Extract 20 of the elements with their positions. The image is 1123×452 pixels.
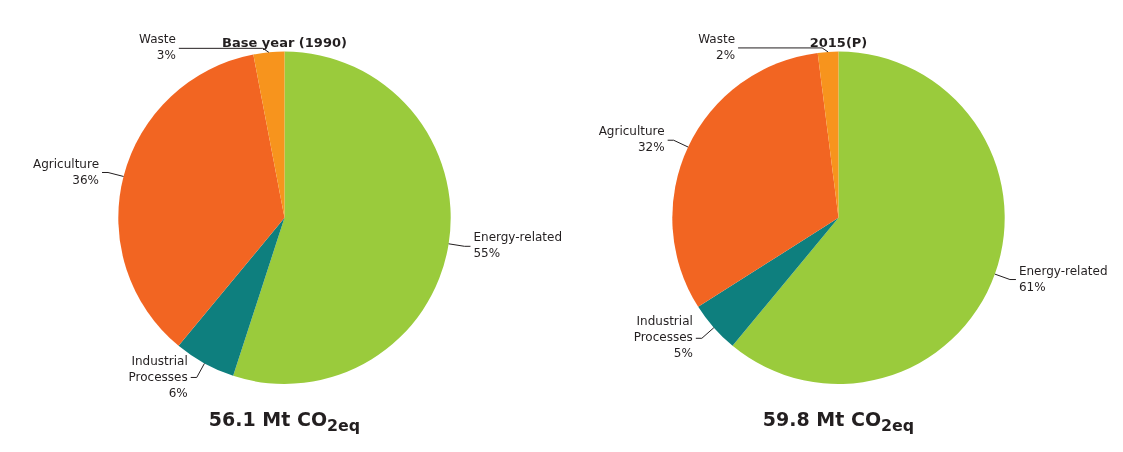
data-label: 61% bbox=[1018, 279, 1046, 294]
slice-label: Waste bbox=[139, 32, 176, 47]
data-label: 3% bbox=[156, 48, 176, 63]
slice-label: Energy-related bbox=[473, 230, 563, 245]
data-label: 36% bbox=[72, 172, 100, 187]
slice-label: Energy-related bbox=[1018, 263, 1108, 278]
data-label: 5% bbox=[673, 346, 693, 361]
data-label: 32% bbox=[637, 140, 665, 155]
slice-label: Agriculture bbox=[33, 156, 100, 171]
slice-label: Industrial Processes bbox=[128, 353, 188, 384]
data-label: 6% bbox=[168, 385, 188, 400]
data-label: 55% bbox=[473, 246, 501, 261]
chart-title: Base year (1990) bbox=[222, 35, 347, 51]
chart-title: 2015(P) bbox=[809, 35, 868, 51]
data-label: 2% bbox=[716, 48, 736, 63]
text: 56.1 Mt CO$_{2eq}$ bbox=[207, 408, 362, 435]
slice-label: Agriculture bbox=[598, 124, 665, 139]
slice-label: Waste bbox=[698, 32, 736, 47]
text: 59.8 Mt CO$_{2eq}$ bbox=[761, 408, 916, 435]
slice-label: Industrial Processes bbox=[633, 314, 693, 345]
